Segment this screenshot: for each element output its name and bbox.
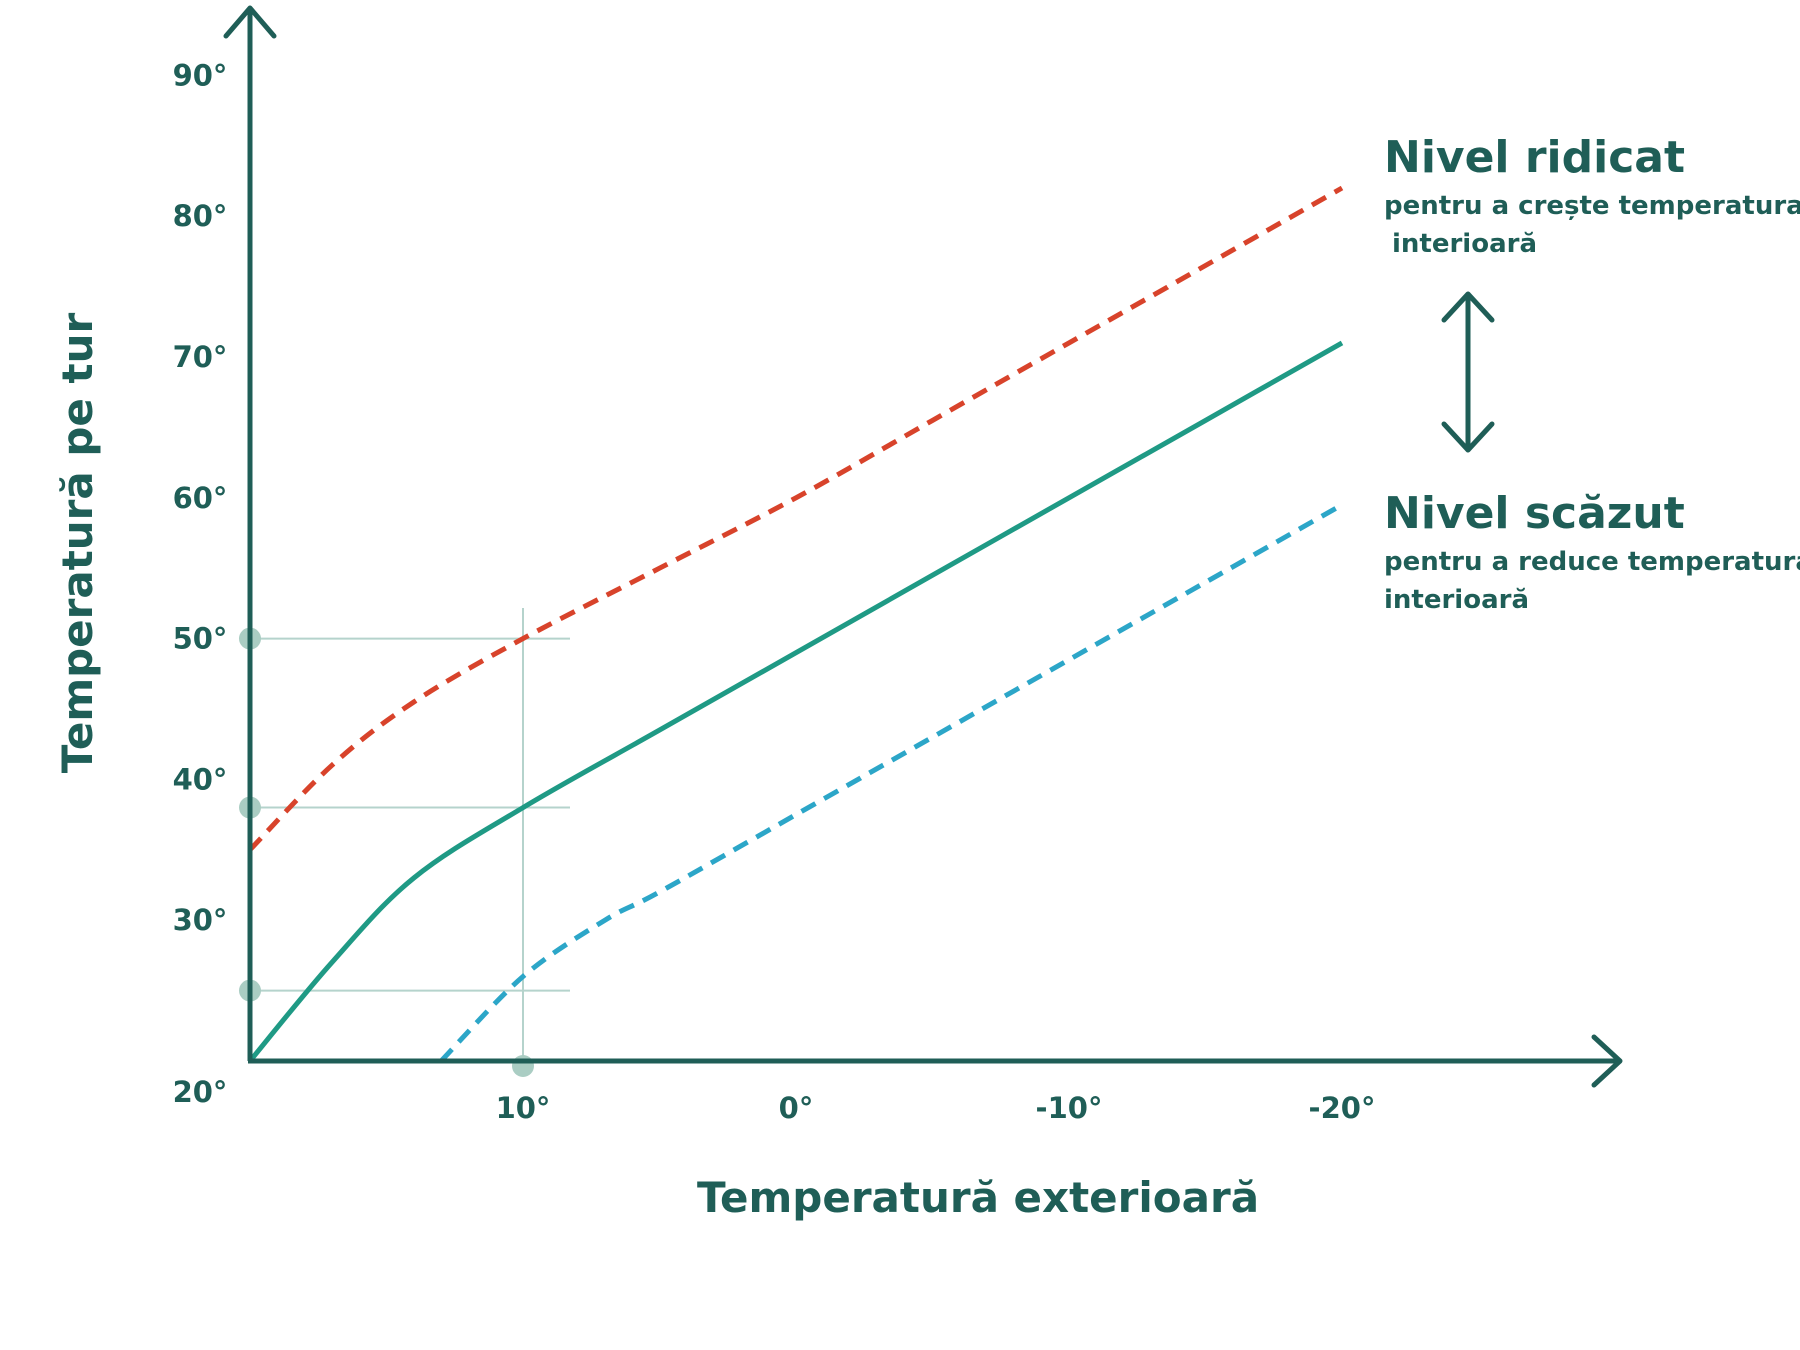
- y-tick-label: 30°: [173, 903, 228, 937]
- reference-markers: [239, 627, 534, 1077]
- x-tick-labels: 10° 0° -10° -20°: [496, 1091, 1376, 1125]
- x-tick-label: -20°: [1309, 1091, 1376, 1125]
- x-marker-dot: [512, 1055, 534, 1077]
- annotation-low-line1: pentru a reduce temperatura: [1384, 547, 1800, 577]
- y-tick-label: 60°: [173, 481, 228, 515]
- annotation-high-title: Nivel ridicat: [1384, 132, 1685, 183]
- reference-guides: [250, 608, 570, 1061]
- annotation-low-title: Nivel scăzut: [1384, 488, 1685, 539]
- x-tick-label: -10°: [1036, 1091, 1103, 1125]
- x-axis-title: Temperatură exterioară: [697, 1173, 1259, 1222]
- x-tick-label: 10°: [496, 1091, 551, 1125]
- series-low-level-line: [439, 502, 1344, 1063]
- x-tick-label: 0°: [779, 1091, 814, 1125]
- annotation-high-line2: interioară: [1392, 229, 1537, 259]
- y-tick-label: 50°: [173, 622, 228, 656]
- annotation-low: Nivel scăzut pentru a reduce temperatura…: [1384, 488, 1800, 615]
- annotation-low-line2: interioară: [1384, 585, 1529, 615]
- y-tick-label: 90°: [173, 58, 228, 92]
- y-tick-labels: 20° 30° 40° 50° 60° 70° 80° 90°: [173, 58, 228, 1109]
- y-tick-label: 80°: [173, 199, 228, 233]
- y-axis-title: Temperatură pe tur: [53, 312, 102, 773]
- axes: [223, 5, 1623, 1088]
- x-axis-arrowhead: [1591, 1034, 1623, 1088]
- annotation-high-line1: pentru a crește temperatura: [1384, 191, 1800, 221]
- y-tick-label: 70°: [173, 340, 228, 374]
- series-high-level-line: [248, 185, 1344, 852]
- y-tick-label: 20°: [173, 1075, 228, 1109]
- annotation-high: Nivel ridicat pentru a crește temperatur…: [1384, 132, 1800, 259]
- y-axis-arrowhead: [223, 5, 277, 39]
- level-range-double-arrow-icon: [1441, 291, 1495, 453]
- y-tick-label: 40°: [173, 762, 228, 796]
- series-base-curve-line: [248, 340, 1344, 1063]
- series-group: [248, 185, 1344, 1063]
